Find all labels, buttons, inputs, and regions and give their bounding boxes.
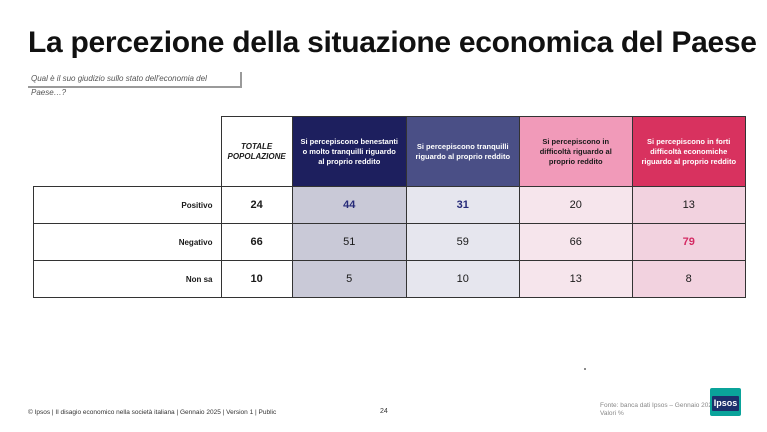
logo-text: Ipsos bbox=[712, 396, 739, 411]
source-line: Fonte: banca dati Ipsos – Gennaio 2025 bbox=[600, 402, 716, 409]
results-table: TOTALE POPOLAZIONE Si percepiscono benes… bbox=[33, 116, 746, 298]
table-row-positivo: Positivo 24 44 31 20 13 bbox=[33, 186, 746, 224]
page-number: 24 bbox=[380, 408, 388, 415]
cell-total: 10 bbox=[220, 260, 293, 298]
header-empty-cell bbox=[34, 117, 222, 187]
footer-copyright: © Ipsos | Il disagio economico nella soc… bbox=[28, 409, 277, 416]
ipsos-logo: Ipsos bbox=[710, 388, 741, 416]
cell-in-difficolta: 13 bbox=[518, 260, 633, 298]
cell-benestanti: 44 bbox=[291, 186, 407, 224]
question-text: Qual è il suo giudizio sullo stato dell'… bbox=[28, 72, 242, 97]
units-line: Valori % bbox=[600, 410, 624, 417]
cell-total: 66 bbox=[220, 223, 293, 261]
header-total-population: TOTALE POPOLAZIONE bbox=[220, 116, 293, 187]
table-row-negativo: Negativo 66 51 59 66 79 bbox=[33, 223, 746, 261]
header-forti-difficolta: Si percepiscono in forti difficoltà econ… bbox=[631, 116, 746, 187]
header-tranquilli: Si percepiscono tranquilli riguardo al p… bbox=[405, 116, 520, 187]
cell-forti-difficolta: 13 bbox=[631, 186, 746, 224]
cell-tranquilli: 10 bbox=[405, 260, 520, 298]
cell-tranquilli: 59 bbox=[405, 223, 520, 261]
cell-tranquilli: 31 bbox=[405, 186, 520, 224]
header-in-difficolta: Si percepiscono in difficoltà riguardo a… bbox=[518, 116, 633, 187]
row-label: Negativo bbox=[33, 223, 222, 261]
cell-forti-difficolta: 8 bbox=[631, 260, 746, 298]
header-benestanti: Si percepiscono benestanti o molto tranq… bbox=[291, 116, 407, 187]
row-label: Positivo bbox=[33, 186, 222, 224]
cell-benestanti: 51 bbox=[291, 223, 407, 261]
decorative-dot bbox=[584, 368, 586, 370]
table-row-non-sa: Non sa 10 5 10 13 8 bbox=[33, 260, 746, 298]
cell-in-difficolta: 66 bbox=[518, 223, 633, 261]
table-header-row: TOTALE POPOLAZIONE Si percepiscono benes… bbox=[34, 116, 746, 187]
cell-total: 24 bbox=[220, 186, 293, 224]
row-label: Non sa bbox=[33, 260, 222, 298]
source-note: Fonte: banca dati Ipsos – Gennaio 2025 V… bbox=[600, 402, 716, 418]
cell-in-difficolta: 20 bbox=[518, 186, 633, 224]
cell-forti-difficolta: 79 bbox=[631, 223, 746, 261]
page-title: La percezione della situazione economica… bbox=[28, 26, 757, 59]
cell-benestanti: 5 bbox=[291, 260, 407, 298]
